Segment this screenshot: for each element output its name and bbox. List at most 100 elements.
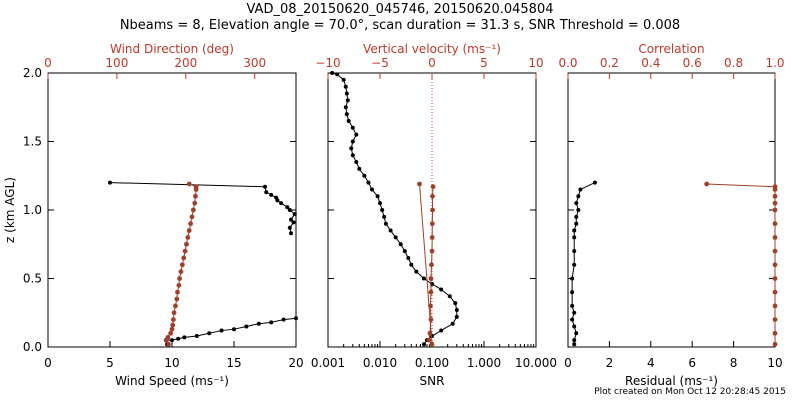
panel1-xtick-label: 5 bbox=[106, 356, 114, 370]
panel3-segment bbox=[571, 264, 575, 279]
panel1-point bbox=[281, 317, 286, 322]
panel3-point bbox=[574, 201, 579, 206]
panel2-segment bbox=[440, 323, 453, 331]
panel2-point bbox=[429, 248, 435, 254]
panel1-series-bottom bbox=[108, 180, 298, 347]
panel1-ytick-label: 1.5 bbox=[23, 135, 42, 149]
panel2-point bbox=[382, 214, 387, 219]
panel1-ytick-label: 0.5 bbox=[23, 272, 42, 286]
panel1-xtick-label: 15 bbox=[226, 356, 241, 370]
panel1-point bbox=[168, 330, 174, 336]
panel2-point bbox=[429, 235, 435, 240]
panel3-point bbox=[574, 331, 579, 336]
panel2-point bbox=[346, 118, 351, 123]
panel1-xtick-label: 20 bbox=[288, 356, 303, 370]
panel1-toptick-label: 0 bbox=[44, 56, 52, 70]
panel1-point bbox=[190, 207, 196, 213]
panel2-point bbox=[417, 181, 422, 187]
panel3-point bbox=[772, 317, 778, 322]
panel1-segment bbox=[271, 319, 284, 323]
panel1-segment bbox=[283, 317, 297, 321]
panel3-toptick-label: 0.4 bbox=[641, 56, 660, 70]
panel2-point bbox=[450, 321, 455, 326]
panel2-point bbox=[409, 262, 414, 267]
panel3-point bbox=[772, 200, 778, 206]
panel1-segment bbox=[246, 323, 259, 327]
panel1-point bbox=[269, 192, 274, 197]
panel2-point bbox=[354, 132, 359, 137]
panel1-point bbox=[269, 320, 274, 325]
panel3-point bbox=[772, 207, 778, 213]
panel2-point bbox=[428, 303, 433, 309]
panel1-series-top bbox=[164, 181, 199, 347]
panel3-point bbox=[578, 187, 583, 192]
panel1-point bbox=[174, 296, 180, 302]
panel3-series-bottom bbox=[570, 180, 597, 347]
panel2-point bbox=[380, 208, 385, 212]
panel3-segment bbox=[580, 182, 596, 190]
panel1-xlabel: Wind Speed (ms⁻¹) bbox=[115, 374, 229, 388]
panel1-point bbox=[169, 326, 175, 332]
panel1-point bbox=[186, 181, 192, 187]
panel1-point bbox=[291, 220, 296, 225]
panel1-point bbox=[256, 321, 261, 326]
panel2-point bbox=[439, 287, 444, 292]
panel1-point bbox=[177, 276, 182, 281]
panel1-point bbox=[186, 228, 192, 233]
panel2-xtick-label: 1.000 bbox=[467, 356, 501, 370]
panel3-point bbox=[570, 303, 575, 308]
panel3-point bbox=[572, 262, 577, 267]
panel1-frame bbox=[47, 72, 297, 348]
panel2-point bbox=[330, 71, 335, 75]
panel2-point bbox=[335, 72, 340, 77]
panel3-xtick-label: 10 bbox=[767, 356, 782, 370]
panel2-series-bottom bbox=[330, 71, 459, 347]
panel3-point bbox=[772, 262, 778, 268]
panel3-point bbox=[572, 342, 577, 347]
panel1-point bbox=[166, 341, 171, 347]
panel1-segment bbox=[196, 332, 210, 337]
panel1-point bbox=[287, 225, 292, 230]
panel2-toplabel: Vertical velocity (ms⁻¹) bbox=[363, 42, 501, 56]
panel2-point bbox=[427, 330, 433, 336]
plot-timestamp: Plot created on Mon Oct 12 20:28:45 2015 bbox=[594, 387, 786, 397]
panel1-point bbox=[294, 316, 298, 321]
panel1-point bbox=[171, 310, 177, 316]
panel3-point bbox=[772, 303, 778, 309]
panel3-series-top bbox=[704, 181, 778, 347]
panel3-point bbox=[772, 235, 778, 240]
panel2-point bbox=[429, 262, 434, 268]
panel2-toptick-label: 10 bbox=[528, 56, 543, 70]
panel3-frame bbox=[567, 72, 776, 348]
panel3-point bbox=[570, 290, 575, 295]
panel2-point bbox=[362, 173, 367, 178]
panel1-point bbox=[219, 328, 224, 333]
panel3-xtick-label: 0 bbox=[564, 356, 572, 370]
panel3-point bbox=[772, 221, 778, 227]
panel1-point bbox=[189, 214, 195, 220]
panel2-toptick-label: 0 bbox=[428, 56, 436, 70]
panel2-point bbox=[428, 276, 434, 281]
panel1-ytick-label: 0.0 bbox=[23, 340, 42, 354]
panel3-point bbox=[772, 193, 778, 199]
panel2-point bbox=[439, 328, 444, 333]
panel2-point bbox=[454, 314, 459, 319]
panel1-point bbox=[173, 303, 178, 309]
panel3-xlabel: Residual (ms⁻¹) bbox=[625, 374, 718, 388]
panel3-point bbox=[772, 248, 778, 254]
panel3-toptick-label: 0.2 bbox=[600, 56, 619, 70]
panel1-point bbox=[170, 338, 174, 343]
panel2-point bbox=[378, 201, 382, 206]
panel1-point bbox=[108, 180, 112, 185]
panel2-point bbox=[429, 221, 435, 227]
panel2-point bbox=[366, 180, 371, 185]
panel2-point bbox=[430, 193, 435, 199]
panel3-point bbox=[570, 317, 575, 322]
panel3-segment bbox=[706, 183, 776, 188]
panel1-point bbox=[178, 269, 184, 275]
panel3-point bbox=[574, 221, 579, 226]
panel1-point bbox=[185, 235, 191, 240]
panel3-toptick-label: 1.0 bbox=[765, 56, 784, 70]
panel2-point bbox=[369, 187, 374, 192]
panel1-point bbox=[289, 231, 294, 236]
